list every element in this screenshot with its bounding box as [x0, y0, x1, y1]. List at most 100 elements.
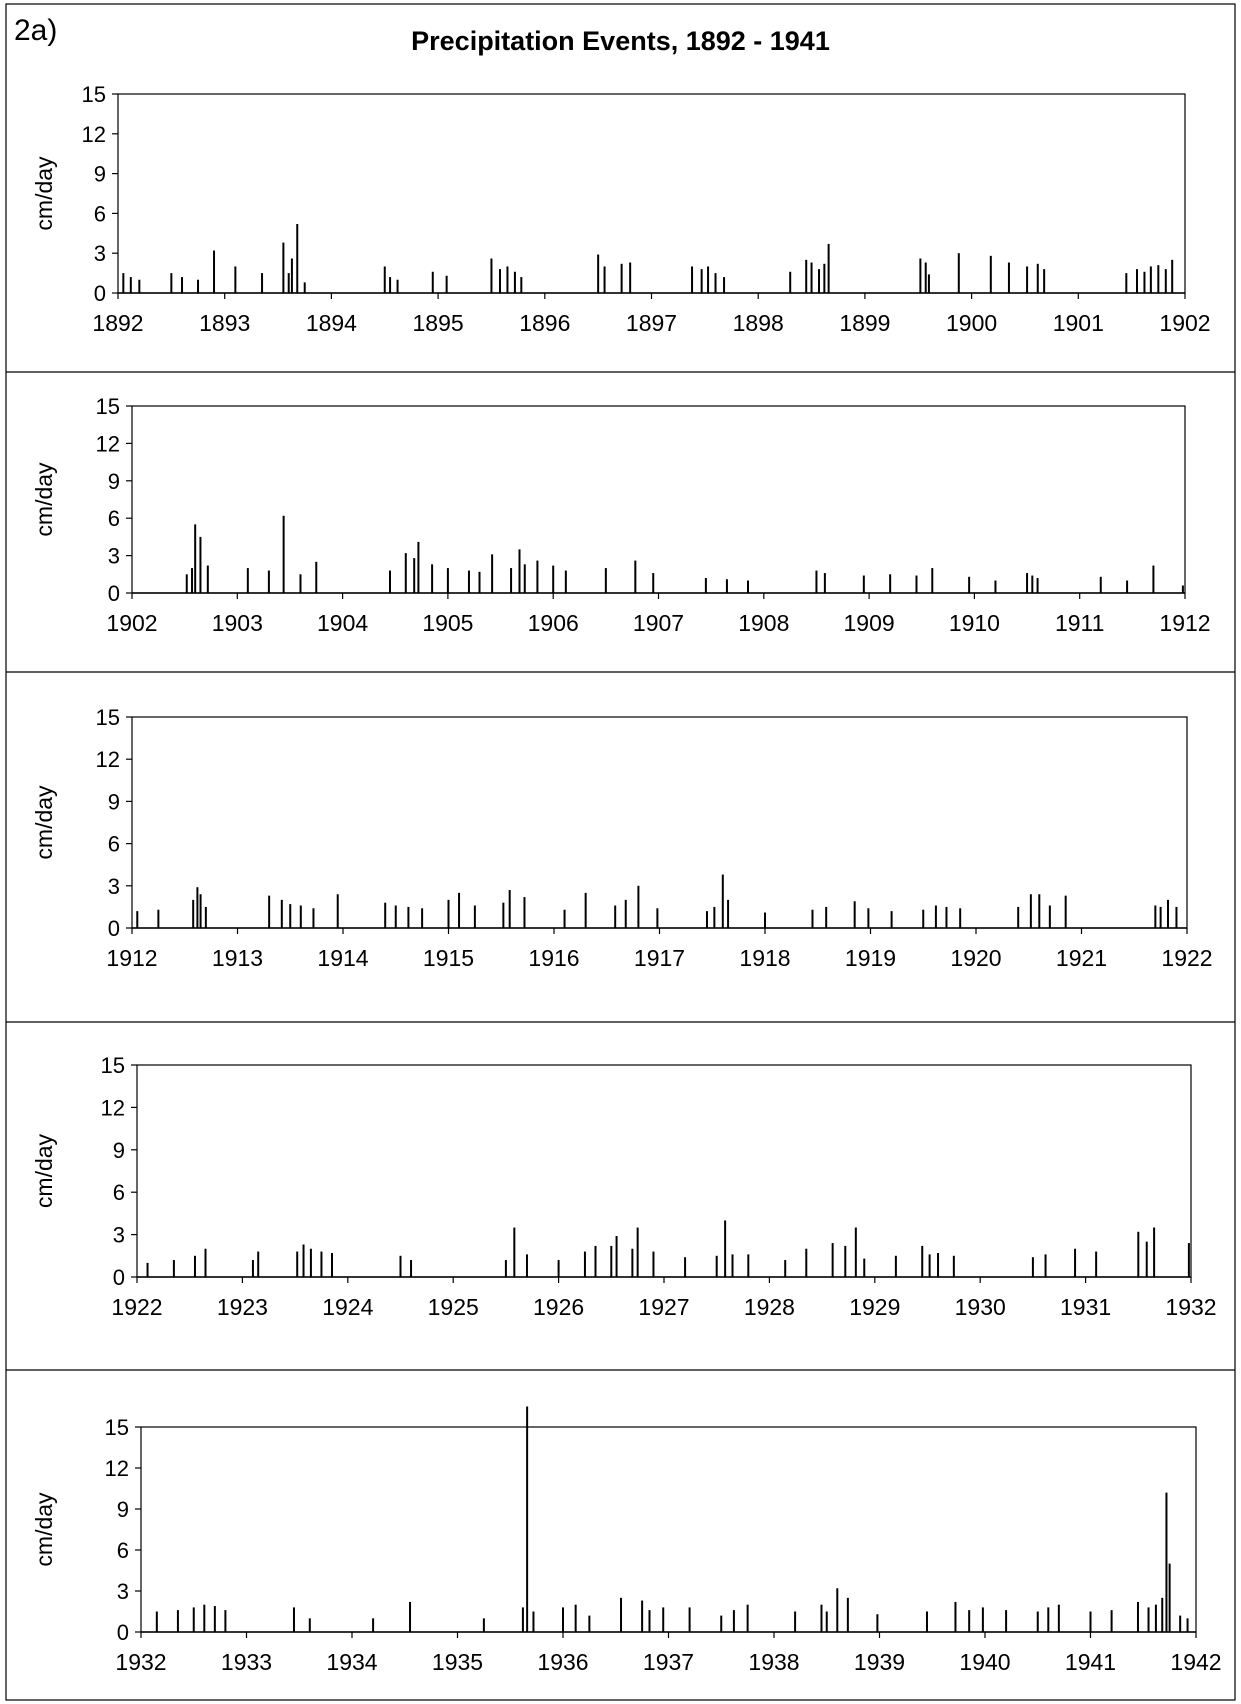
y-tick-label: 0	[108, 916, 120, 941]
x-tick-label: 1936	[537, 1649, 588, 1675]
y-tick-label: 0	[113, 1265, 125, 1290]
x-tick-label: 1908	[738, 610, 789, 636]
y-tick-label: 9	[108, 789, 120, 814]
y-tick-label: 12	[101, 1095, 125, 1120]
x-tick-label: 1892	[92, 310, 143, 336]
y-tick-label: 6	[113, 1180, 125, 1205]
x-tick-label: 1925	[428, 1294, 479, 1320]
y-tick-label: 15	[82, 82, 106, 107]
y-tick-label: 3	[108, 874, 120, 899]
x-tick-label: 1926	[533, 1294, 584, 1320]
x-tick-label: 1893	[199, 310, 250, 336]
x-tick-label: 1896	[519, 310, 570, 336]
x-tick-label: 1941	[1065, 1649, 1116, 1675]
x-tick-label: 1898	[733, 310, 784, 336]
x-tick-label: 1917	[634, 945, 685, 971]
x-tick-label: 1940	[959, 1649, 1010, 1675]
x-tick-label: 1912	[1159, 610, 1210, 636]
x-tick-label: 1932	[1165, 1294, 1216, 1320]
x-tick-label: 1912	[106, 945, 157, 971]
y-tick-label: 9	[94, 162, 106, 187]
x-tick-label: 1913	[212, 945, 263, 971]
x-tick-label: 1929	[849, 1294, 900, 1320]
x-tick-label: 1935	[432, 1649, 483, 1675]
x-tick-label: 1894	[306, 310, 357, 336]
x-tick-label: 1927	[638, 1294, 689, 1320]
x-tick-label: 1907	[633, 610, 684, 636]
x-tick-label: 1903	[212, 610, 263, 636]
plot-frame	[117, 93, 1186, 294]
x-tick-label: 1932	[115, 1649, 166, 1675]
x-tick-label: 1915	[423, 945, 474, 971]
y-tick-label: 6	[117, 1538, 129, 1563]
x-tick-label: 1909	[844, 610, 895, 636]
figure-label: 2a)	[14, 14, 58, 47]
x-tick-label: 1900	[946, 310, 997, 336]
y-tick-label: 9	[108, 469, 120, 494]
x-tick-label: 1905	[422, 610, 473, 636]
x-tick-label: 1934	[326, 1649, 377, 1675]
x-tick-label: 1930	[955, 1294, 1006, 1320]
panel-2: 0 3 6 9 12 15 cm/day 1902 1903 1904 1905 1906 1907 19…	[31, 394, 1211, 636]
y-tick-label: 3	[94, 241, 106, 266]
y-tick-label: 12	[105, 1456, 129, 1481]
panel-4: 0 3 6 9 12 15 cm/day 1922 1923 1924 1925 1926 1927 19…	[31, 1053, 1217, 1320]
y-tick-label: 15	[96, 705, 120, 730]
x-tick-label: 1901	[1053, 310, 1104, 336]
x-tick-label: 1902	[1159, 310, 1210, 336]
y-tick-label: 15	[101, 1053, 125, 1078]
panel-3: 0 3 6 9 12 15 cm/day 1912 1913 1914 1915 1916 1917 19…	[31, 705, 1213, 971]
x-tick-label: 1939	[854, 1649, 905, 1675]
y-tick-label: 15	[96, 394, 120, 419]
y-tick-label: 6	[108, 832, 120, 857]
plot-frame	[131, 716, 1188, 929]
y-tick-label: 9	[113, 1138, 125, 1163]
y-tick-label: 3	[108, 544, 120, 569]
y-axis-label: cm/day	[31, 462, 57, 537]
x-tick-label: 1921	[1056, 945, 1107, 971]
x-tick-label: 1937	[643, 1649, 694, 1675]
x-tick-label: 1895	[413, 310, 464, 336]
y-tick-label: 0	[94, 281, 106, 306]
panel-1: 0 3 6 9 12 15 cm/day 1892 1893 1894 1895 1896 1897 18…	[31, 82, 1211, 336]
panel-5: 0 3 6 9 12 15 cm/day 1932 1933 1934 1935 1936 1937 19…	[31, 1406, 1222, 1675]
x-tick-label: 1897	[626, 310, 677, 336]
x-tick-label: 1904	[317, 610, 368, 636]
x-tick-label: 1942	[1170, 1649, 1221, 1675]
y-tick-label: 12	[96, 431, 120, 456]
x-tick-label: 1922	[1161, 945, 1212, 971]
x-tick-label: 1924	[322, 1294, 373, 1320]
y-tick-label: 3	[113, 1223, 125, 1248]
x-tick-label: 1902	[106, 610, 157, 636]
x-tick-label: 1933	[221, 1649, 272, 1675]
x-tick-label: 1899	[839, 310, 890, 336]
x-tick-label: 1910	[949, 610, 1000, 636]
x-tick-label: 1938	[748, 1649, 799, 1675]
y-tick-label: 6	[108, 506, 120, 531]
y-tick-label: 0	[117, 1620, 129, 1645]
x-tick-label: 1906	[528, 610, 579, 636]
plot-frame	[136, 1064, 1192, 1278]
x-tick-label: 1911	[1055, 610, 1104, 636]
y-tick-label: 12	[96, 747, 120, 772]
y-axis-label: cm/day	[31, 785, 57, 860]
x-tick-label: 1916	[528, 945, 579, 971]
plot-frame	[131, 405, 1186, 594]
x-tick-label: 1914	[317, 945, 368, 971]
y-axis-label: cm/day	[31, 156, 57, 231]
x-tick-label: 1928	[744, 1294, 795, 1320]
y-tick-label: 12	[82, 122, 106, 147]
plot-frame	[140, 1426, 1197, 1633]
y-tick-label: 0	[108, 581, 120, 606]
y-tick-label: 15	[105, 1415, 129, 1440]
x-tick-label: 1931	[1060, 1294, 1111, 1320]
y-tick-label: 6	[94, 201, 106, 226]
x-tick-label: 1919	[845, 945, 896, 971]
chart-title: Precipitation Events, 1892 - 1941	[411, 26, 830, 56]
y-tick-label: 9	[117, 1497, 129, 1522]
figure-border	[5, 3, 1236, 1701]
x-tick-label: 1918	[739, 945, 790, 971]
x-tick-label: 1923	[217, 1294, 268, 1320]
